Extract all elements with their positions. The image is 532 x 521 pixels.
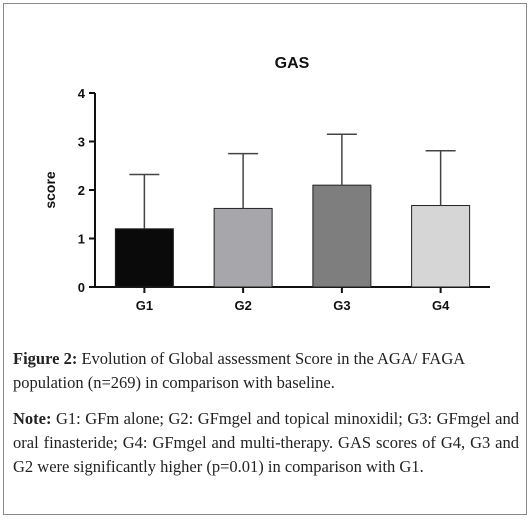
x-ticks: G1 G2 G3 G4	[136, 287, 450, 313]
y-tick-label: 1	[78, 232, 85, 247]
y-tick-label: 3	[78, 135, 85, 150]
bar-g2	[213, 207, 273, 288]
x-tick-label: G1	[136, 298, 153, 313]
bar-g1	[114, 228, 174, 288]
note-label: Note:	[13, 409, 52, 428]
error-bars	[129, 133, 456, 229]
y-tick-label: 4	[78, 86, 86, 101]
y-tick-label: 2	[78, 183, 85, 198]
figure-caption: Figure 2: Evolution of Global assessment…	[13, 347, 519, 395]
bars	[114, 184, 471, 288]
y-tick-label: 0	[78, 280, 85, 295]
note-text: G1: GFm alone; G2: GFmgel and topical mi…	[13, 409, 520, 476]
chart-title: GAS	[275, 55, 310, 72]
x-tick-label: G3	[333, 298, 350, 313]
bar-g3	[312, 184, 372, 288]
y-ticks: 0 1 2 3 4	[78, 86, 95, 295]
figure-note: Note: G1: GFm alone; G2: GFmgel and topi…	[13, 407, 519, 479]
figure-label: Figure 2:	[13, 349, 78, 368]
bar-chart: GAS score 0 1 2 3 4 G1 G2 G3 G4	[42, 55, 490, 313]
y-axis-label: score	[42, 171, 58, 209]
bar-g4	[411, 205, 471, 288]
figure-caption-text: Evolution of Global assessment Score in …	[13, 349, 465, 392]
x-tick-label: G4	[432, 298, 450, 313]
x-tick-label: G2	[234, 298, 251, 313]
